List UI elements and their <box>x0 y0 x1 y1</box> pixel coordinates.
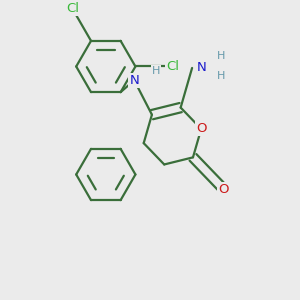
Text: H: H <box>152 65 160 76</box>
Text: O: O <box>218 183 229 196</box>
Text: Cl: Cl <box>66 2 79 15</box>
Text: N: N <box>129 74 139 87</box>
Text: N: N <box>197 61 207 74</box>
Text: H: H <box>218 51 226 61</box>
Text: Cl: Cl <box>166 60 179 73</box>
Text: H: H <box>218 71 226 81</box>
Text: O: O <box>196 122 206 135</box>
